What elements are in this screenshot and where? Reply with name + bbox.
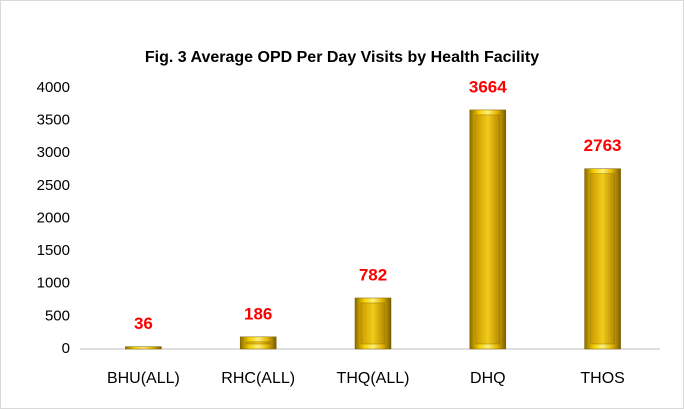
x-tick-label: BHU(ALL) [107,370,180,387]
y-tick-label: 2500 [37,177,70,194]
bar [125,346,162,350]
bar-bevel [245,341,271,345]
x-tick-label: DHQ [470,370,506,387]
bar-bevel [475,114,501,345]
chart-title: Fig. 3 Average OPD Per Day Visits by Hea… [145,49,539,66]
value-label: 186 [244,304,272,323]
x-tick-label: RHC(ALL) [221,370,295,387]
y-tick-label: 0 [62,340,70,357]
y-tick-label: 1000 [37,275,70,292]
bar-bevel [360,302,386,345]
value-label: 3664 [469,77,507,96]
y-tick-label: 3500 [37,112,70,129]
value-label: 2763 [584,136,622,155]
value-label: 782 [359,265,387,284]
y-tick-label: 500 [45,307,70,324]
x-tick-label: THQ(ALL) [337,370,410,387]
y-tick-label: 4000 [37,79,70,96]
y-tick-label: 1500 [37,242,70,259]
x-tick-label: THOS [580,370,624,387]
y-tick-label: 3000 [37,144,70,161]
bar-bevel [590,173,615,345]
value-label: 36 [134,314,153,333]
y-tick-label: 2000 [37,209,70,226]
